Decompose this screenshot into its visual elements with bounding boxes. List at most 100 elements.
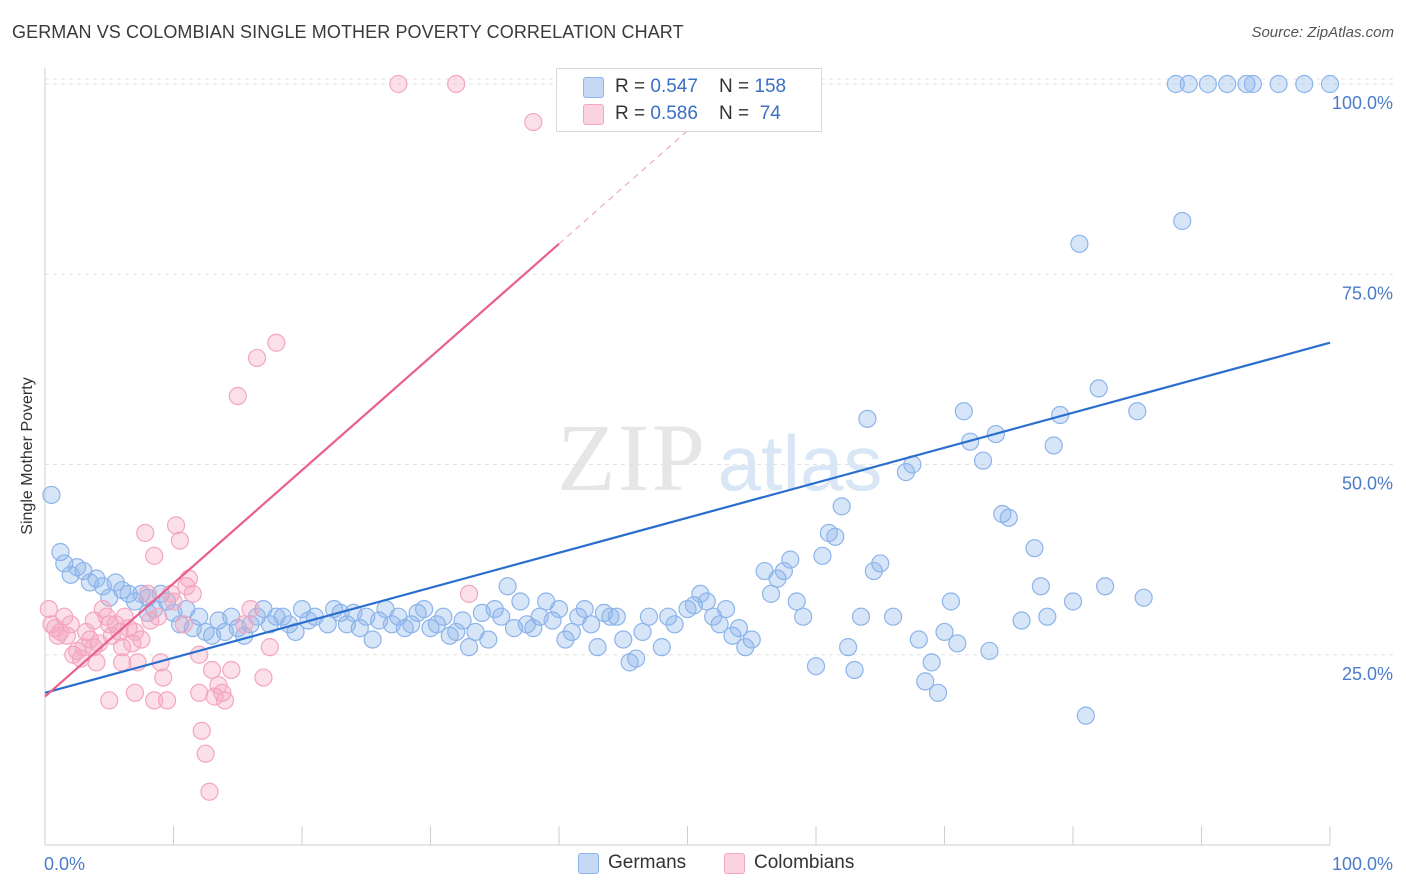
data-point-germans xyxy=(1237,74,1256,94)
data-point-colombians xyxy=(389,74,408,94)
data-point-germans xyxy=(1243,74,1263,94)
data-point-colombians xyxy=(39,599,58,619)
bottom-legend-label-colombians: Colombians xyxy=(754,852,855,873)
data-point-germans xyxy=(543,611,562,630)
data-point-germans xyxy=(1038,607,1057,626)
legend-r-label: R = xyxy=(615,76,651,97)
data-point-germans xyxy=(607,607,626,626)
data-point-germans xyxy=(716,599,736,619)
data-point-germans xyxy=(273,607,292,626)
data-point-germans xyxy=(999,508,1018,527)
data-point-germans xyxy=(826,527,845,546)
data-point-germans xyxy=(941,592,961,611)
data-point-germans xyxy=(1031,577,1050,596)
trend-lines xyxy=(44,124,1331,698)
legend-n-label: N = xyxy=(719,103,755,124)
data-point-germans xyxy=(1076,706,1095,725)
data-point-germans xyxy=(639,607,659,626)
data-point-germans xyxy=(575,599,594,619)
trend-line-germans xyxy=(44,341,1331,694)
legend-r-label: R = xyxy=(615,103,651,124)
data-point-germans xyxy=(1218,74,1237,94)
data-point-germans xyxy=(742,630,761,649)
data-point-colombians xyxy=(125,622,145,642)
data-point-colombians xyxy=(524,112,543,132)
data-point-germans xyxy=(761,584,781,603)
data-point-germans xyxy=(1179,74,1198,94)
data-point-germans xyxy=(492,607,511,626)
data-point-colombians xyxy=(145,546,164,565)
data-point-colombians xyxy=(254,668,273,687)
data-point-germans xyxy=(588,638,607,657)
data-point-colombians xyxy=(222,660,241,680)
data-point-germans xyxy=(916,672,935,691)
data-point-germans xyxy=(729,619,749,638)
bottom-legend-label-germans: Germans xyxy=(608,852,687,873)
data-point-germans xyxy=(414,599,434,619)
data-point-colombians xyxy=(138,584,157,603)
data-point-germans xyxy=(350,619,369,638)
data-point-germans xyxy=(928,683,948,702)
data-point-colombians xyxy=(74,638,93,657)
legend-n-value-colombians: 74 xyxy=(754,103,781,124)
data-point-germans xyxy=(697,592,716,611)
correlation-legend: R = 0.547 N = 158 R = 0.586 N = 74 xyxy=(556,68,822,132)
data-points xyxy=(39,74,1340,801)
data-point-germans xyxy=(1012,611,1031,630)
data-point-colombians xyxy=(196,744,215,763)
watermark-zip: ZIP xyxy=(557,404,707,511)
data-point-colombians xyxy=(123,634,142,653)
data-point-germans xyxy=(922,653,941,672)
data-point-colombians xyxy=(202,660,222,680)
watermark-atlas: atlas xyxy=(718,419,883,507)
data-point-germans xyxy=(626,649,646,668)
data-point-germans xyxy=(1044,436,1063,455)
data-point-germans xyxy=(710,615,729,634)
data-point-germans xyxy=(562,622,581,642)
data-point-germans xyxy=(453,611,472,630)
data-point-germans xyxy=(427,615,447,634)
data-point-germans xyxy=(556,630,575,649)
data-point-colombians xyxy=(100,615,119,634)
source-credit: Source: ZipAtlas.com xyxy=(1251,24,1394,41)
data-point-germans xyxy=(794,607,813,626)
data-point-germans xyxy=(1295,74,1314,94)
data-point-germans xyxy=(832,497,851,516)
data-point-germans xyxy=(485,599,504,619)
data-point-germans xyxy=(498,577,517,596)
data-point-germans xyxy=(883,607,903,626)
legend-swatch-colombians xyxy=(583,104,604,125)
data-point-colombians xyxy=(100,691,119,710)
data-point-colombians xyxy=(267,333,286,352)
data-point-germans xyxy=(787,592,806,611)
data-point-germans xyxy=(736,638,755,657)
axes xyxy=(44,68,1331,846)
data-point-germans xyxy=(1134,588,1153,607)
data-point-germans xyxy=(106,573,125,592)
data-point-germans xyxy=(241,615,260,634)
data-point-colombians xyxy=(447,74,466,94)
data-point-colombians xyxy=(174,615,193,634)
data-point-germans xyxy=(652,638,671,657)
data-point-germans xyxy=(479,630,498,649)
watermark: ZIP atlas xyxy=(557,404,882,511)
data-point-germans xyxy=(1025,539,1044,558)
data-point-colombians xyxy=(183,584,202,603)
x-tick-label: 100.0% xyxy=(1332,854,1393,874)
bottom-swatch-germans xyxy=(578,853,599,874)
data-point-germans xyxy=(190,607,209,626)
data-point-colombians xyxy=(164,592,183,611)
data-point-colombians xyxy=(247,348,267,368)
x-tick-label: 0.0% xyxy=(44,854,85,874)
data-point-germans xyxy=(1269,74,1288,94)
data-point-germans xyxy=(948,634,967,653)
data-point-germans xyxy=(858,409,877,428)
legend-n-value-germans: 158 xyxy=(754,76,787,97)
data-point-colombians xyxy=(179,569,199,588)
data-point-germans xyxy=(774,561,793,581)
data-point-germans xyxy=(691,584,710,603)
data-point-germans xyxy=(447,622,466,642)
data-point-germans xyxy=(42,485,61,505)
data-point-colombians xyxy=(136,523,155,543)
data-point-colombians xyxy=(61,615,80,634)
